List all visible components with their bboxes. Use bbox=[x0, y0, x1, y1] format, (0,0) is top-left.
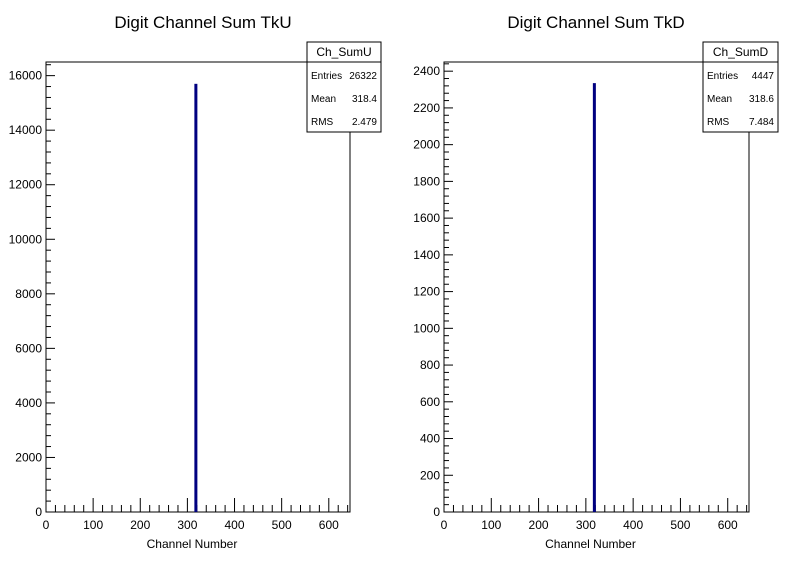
x-tick-label: 600 bbox=[718, 518, 738, 532]
stats-box-title: Ch_SumD bbox=[713, 45, 769, 59]
plot-frame bbox=[45, 61, 351, 513]
y-tick-label: 600 bbox=[420, 395, 440, 409]
histogram-panel-2: Digit Channel Sum TkD0200400600800100012… bbox=[413, 13, 779, 551]
stats-label: RMS bbox=[707, 117, 730, 128]
y-tick-label: 2200 bbox=[413, 101, 440, 115]
x-tick-label: 0 bbox=[441, 518, 448, 532]
y-tick-label: 6000 bbox=[15, 341, 42, 355]
x-tick-label: 100 bbox=[481, 518, 501, 532]
stats-box-frame bbox=[306, 41, 382, 133]
y-tick-label: 8000 bbox=[15, 287, 42, 301]
x-tick-label: 200 bbox=[130, 518, 150, 532]
y-tick-label: 1000 bbox=[413, 321, 440, 335]
histogram-panel-1: Digit Channel Sum TkU0200040006000800010… bbox=[9, 13, 382, 551]
histogram-bar bbox=[592, 83, 596, 513]
stats-box-title: Ch_SumU bbox=[316, 45, 371, 59]
x-tick-label: 0 bbox=[43, 518, 50, 532]
stats-value: 4447 bbox=[752, 71, 775, 82]
stats-label: RMS bbox=[311, 117, 334, 128]
stats-value: 318.6 bbox=[749, 94, 774, 105]
stats-value: 7.484 bbox=[749, 117, 774, 128]
stats-label: Entries bbox=[707, 71, 738, 82]
x-tick-label: 300 bbox=[576, 518, 596, 532]
chart-title: Digit Channel Sum TkU bbox=[114, 13, 291, 32]
y-tick-label: 10000 bbox=[9, 232, 43, 246]
y-tick-label: 4000 bbox=[15, 396, 42, 410]
y-tick-label: 0 bbox=[35, 505, 42, 519]
y-tick-label: 12000 bbox=[9, 178, 43, 192]
stats-box: Ch_SumU Entries 26322 Mean 318.4 RMS 2.479 bbox=[306, 41, 382, 133]
y-tick-label: 1600 bbox=[413, 211, 440, 225]
y-tick-label: 2000 bbox=[15, 450, 42, 464]
x-tick-label: 500 bbox=[272, 518, 292, 532]
stats-label: Mean bbox=[311, 94, 336, 105]
stats-box: Ch_SumD Entries 4447 Mean 318.6 RMS 7.484 bbox=[702, 41, 779, 133]
stats-value: 26322 bbox=[349, 71, 377, 82]
x-tick-label: 300 bbox=[177, 518, 197, 532]
x-tick-label: 500 bbox=[670, 518, 690, 532]
stats-label: Mean bbox=[707, 94, 732, 105]
x-tick-label: 400 bbox=[225, 518, 245, 532]
y-tick-label: 2000 bbox=[413, 138, 440, 152]
y-tick-label: 1400 bbox=[413, 248, 440, 262]
y-tick-label: 400 bbox=[420, 432, 440, 446]
y-tick-label: 200 bbox=[420, 468, 440, 482]
y-tick-label: 0 bbox=[433, 505, 440, 519]
x-axis-title: Channel Number bbox=[147, 537, 238, 551]
plot-frame bbox=[443, 61, 750, 513]
y-tick-label: 1200 bbox=[413, 285, 440, 299]
stats-value: 2.479 bbox=[352, 117, 377, 128]
x-tick-label: 200 bbox=[529, 518, 549, 532]
x-tick-label: 600 bbox=[319, 518, 339, 532]
stats-label: Entries bbox=[311, 71, 342, 82]
x-axis-title: Channel Number bbox=[545, 537, 636, 551]
y-tick-label: 800 bbox=[420, 358, 440, 372]
x-tick-label: 400 bbox=[623, 518, 643, 532]
chart-title: Digit Channel Sum TkD bbox=[507, 13, 684, 32]
histogram-bar bbox=[194, 83, 198, 513]
y-tick-label: 1800 bbox=[413, 174, 440, 188]
x-tick-label: 100 bbox=[83, 518, 103, 532]
stats-value: 318.4 bbox=[352, 94, 377, 105]
y-tick-label: 2400 bbox=[413, 64, 440, 78]
stats-box-frame bbox=[702, 41, 779, 133]
y-tick-label: 16000 bbox=[9, 69, 43, 83]
y-tick-label: 14000 bbox=[9, 123, 43, 137]
